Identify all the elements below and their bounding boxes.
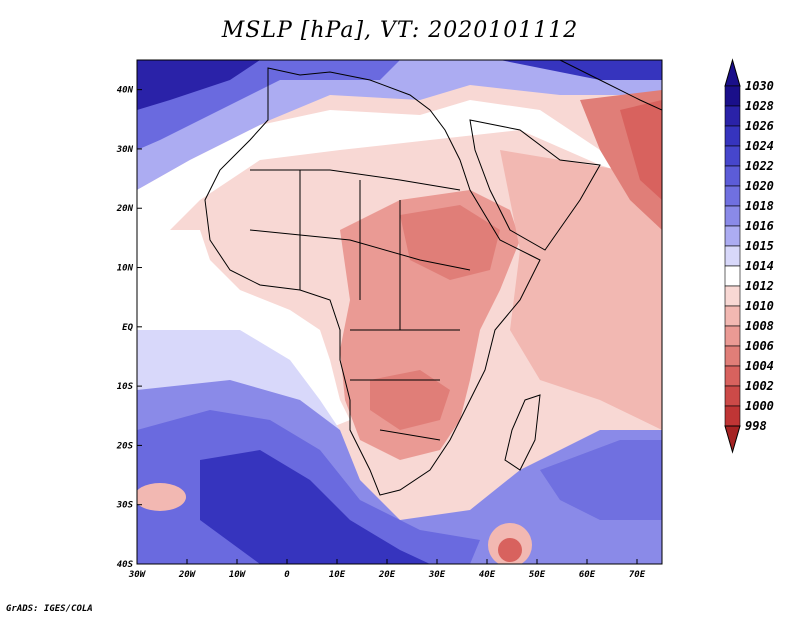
- colorbar-segment: [724, 105, 741, 127]
- colorbar-segment: [724, 285, 741, 307]
- colorbar-top-arrow: [724, 58, 741, 87]
- coastlines: [204, 60, 662, 496]
- lon-label: 20E: [378, 570, 396, 580]
- colorbar-segment: [724, 305, 741, 327]
- lat-label: 10N: [117, 264, 134, 274]
- lat-label: 30S: [116, 501, 134, 511]
- lon-label: 40E: [479, 570, 496, 580]
- lon-label: 60E: [579, 570, 596, 580]
- lon-label: 10W: [229, 570, 247, 580]
- colorbar-label: 1015: [745, 239, 774, 253]
- colorbar-bottom-arrow: [724, 425, 741, 454]
- map-title: MSLP [hPa], VT: 2020101112: [221, 18, 579, 43]
- colorbar-label: 1024: [745, 139, 774, 153]
- colorbar-segment: [724, 245, 741, 267]
- colorbar-segment: [724, 385, 741, 407]
- lon-label: 70E: [629, 570, 646, 580]
- colorbar-segment: [724, 205, 741, 227]
- colorbar-label: 1002: [745, 379, 774, 393]
- colorbar-label: 1004: [745, 359, 774, 373]
- lon-label: 10E: [329, 570, 346, 580]
- axis-ticks: 30W 20W 10W 0 10E 20E 30E 40E 50E 60E 70E 40N 30N 20N…: [116, 86, 646, 580]
- colorbar: 1030 1028 1026 1024 1022 1020 1018 1016 1015 1014…: [724, 58, 774, 454]
- lon-label: 20W: [178, 570, 197, 580]
- colorbar-segment: [724, 165, 741, 187]
- colorbar-label: 1030: [745, 79, 774, 93]
- colorbar-segment: [724, 325, 741, 347]
- colorbar-label: 1028: [745, 99, 774, 113]
- grads-credit: GrADS: IGES/COLA: [6, 604, 93, 614]
- lon-label: 0: [284, 570, 290, 580]
- colorbar-segment: [724, 185, 741, 207]
- colorbar-label: 998: [745, 419, 767, 433]
- colorbar-label: 1018: [745, 199, 774, 213]
- colorbar-label: 1010: [745, 299, 774, 313]
- lat-label: 20S: [116, 441, 134, 451]
- lon-label: 30W: [128, 570, 147, 580]
- colorbar-label: 1008: [745, 319, 774, 333]
- lon-label: 50E: [529, 570, 546, 580]
- colorbar-segment: [724, 405, 741, 427]
- colorbar-label: 1000: [745, 399, 774, 413]
- colorbar-segment: [724, 225, 741, 247]
- colorbar-label: 1016: [745, 219, 774, 233]
- lon-label: 30E: [428, 570, 446, 580]
- map-frame: [136, 59, 663, 565]
- lat-label: 10S: [117, 382, 134, 392]
- colorbar-label: 1026: [745, 119, 774, 133]
- colorbar-segment: [724, 125, 741, 147]
- lat-label: 40S: [117, 560, 134, 570]
- lat-label: 40N: [117, 86, 134, 96]
- colorbar-label: 1014: [745, 259, 774, 273]
- lat-label: 30N: [116, 145, 134, 155]
- colorbar-segment: [724, 365, 741, 387]
- colorbar-label: 1006: [745, 339, 774, 353]
- colorbar-segment: [724, 85, 741, 107]
- colorbar-label: 1012: [745, 279, 774, 293]
- colorbar-segment: [724, 345, 741, 367]
- colorbar-segment: [724, 145, 741, 167]
- colorbar-label: 1020: [745, 179, 774, 193]
- colorbar-label: 1022: [745, 159, 774, 173]
- lat-label: 20N: [116, 204, 134, 214]
- lat-label: EQ: [122, 323, 133, 333]
- colorbar-segment: [724, 265, 741, 287]
